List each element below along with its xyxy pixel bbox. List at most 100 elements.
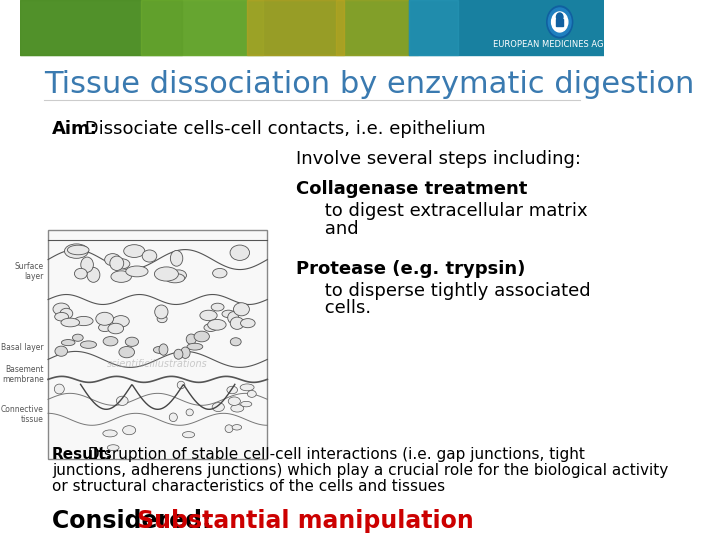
Ellipse shape: [171, 270, 186, 281]
Ellipse shape: [225, 425, 233, 433]
Ellipse shape: [212, 268, 227, 278]
Ellipse shape: [233, 303, 249, 316]
Ellipse shape: [165, 273, 185, 283]
Ellipse shape: [240, 401, 252, 407]
Text: EUROPEAN MEDICINES AGENCY: EUROPEAN MEDICINES AGENCY: [493, 40, 626, 49]
Circle shape: [557, 13, 563, 21]
Ellipse shape: [227, 386, 238, 394]
Ellipse shape: [111, 271, 132, 282]
Text: Basal layer: Basal layer: [1, 343, 44, 352]
Ellipse shape: [103, 336, 118, 346]
Ellipse shape: [174, 349, 183, 359]
Ellipse shape: [74, 268, 87, 279]
Text: Result:: Result:: [52, 447, 113, 462]
Ellipse shape: [187, 343, 203, 350]
Bar: [19, 55, 604, 539]
Text: junctions, adherens junctions) which play a crucial role for the biological acti: junctions, adherens junctions) which pla…: [52, 463, 668, 478]
Text: Involve several steps including:: Involve several steps including:: [296, 150, 581, 168]
Ellipse shape: [186, 334, 197, 345]
Ellipse shape: [248, 390, 256, 397]
Ellipse shape: [177, 381, 185, 389]
Ellipse shape: [194, 331, 210, 342]
Circle shape: [552, 12, 568, 32]
Ellipse shape: [207, 320, 226, 330]
Ellipse shape: [153, 346, 167, 353]
Ellipse shape: [230, 338, 241, 346]
Ellipse shape: [53, 303, 70, 315]
Bar: [336, 0, 418, 55]
Ellipse shape: [103, 430, 117, 437]
Ellipse shape: [211, 303, 224, 311]
Bar: [19, 0, 410, 55]
Ellipse shape: [181, 347, 190, 359]
Text: Substantial manipulation: Substantial manipulation: [138, 509, 474, 533]
Ellipse shape: [87, 267, 100, 282]
Ellipse shape: [230, 245, 250, 260]
Ellipse shape: [61, 340, 75, 346]
Ellipse shape: [231, 404, 244, 412]
Text: Disruption of stable cell-cell interactions (i.e. gap junctions, tight: Disruption of stable cell-cell interacti…: [83, 447, 585, 462]
Text: Basement
membrane: Basement membrane: [2, 364, 44, 384]
Ellipse shape: [157, 315, 167, 323]
Ellipse shape: [182, 431, 194, 438]
Text: and: and: [296, 220, 359, 238]
Text: Surface
layer: Surface layer: [15, 262, 44, 281]
Ellipse shape: [204, 323, 217, 332]
Ellipse shape: [125, 337, 138, 346]
Ellipse shape: [240, 319, 255, 328]
Text: Protease (e.g. trypsin): Protease (e.g. trypsin): [296, 260, 525, 278]
Ellipse shape: [61, 318, 80, 327]
Ellipse shape: [171, 251, 183, 266]
Ellipse shape: [142, 250, 157, 262]
Text: or structural characteristics of the cells and tissues: or structural characteristics of the cel…: [52, 479, 445, 494]
Ellipse shape: [228, 312, 238, 323]
Ellipse shape: [108, 323, 124, 334]
Ellipse shape: [228, 397, 240, 406]
FancyBboxPatch shape: [48, 230, 267, 459]
Text: Connective
tissue: Connective tissue: [1, 404, 44, 424]
Ellipse shape: [122, 426, 135, 435]
Circle shape: [546, 6, 572, 38]
Ellipse shape: [186, 409, 194, 416]
Ellipse shape: [54, 384, 64, 394]
Ellipse shape: [169, 413, 177, 422]
Ellipse shape: [112, 315, 130, 327]
Ellipse shape: [200, 310, 217, 321]
Ellipse shape: [81, 257, 94, 272]
Ellipse shape: [126, 266, 148, 277]
Ellipse shape: [55, 346, 68, 356]
Ellipse shape: [99, 323, 111, 332]
Ellipse shape: [74, 316, 93, 326]
Ellipse shape: [230, 317, 244, 329]
Ellipse shape: [119, 347, 135, 358]
Ellipse shape: [117, 396, 128, 406]
Text: Aim:: Aim:: [52, 120, 98, 138]
Ellipse shape: [154, 267, 179, 281]
Ellipse shape: [73, 334, 84, 341]
Ellipse shape: [240, 384, 254, 391]
Ellipse shape: [110, 256, 124, 271]
Bar: [19, 0, 182, 55]
Ellipse shape: [65, 244, 89, 258]
Ellipse shape: [124, 245, 145, 258]
Text: scientificillustrations: scientificillustrations: [107, 360, 208, 369]
Text: to digest extracellular matrix: to digest extracellular matrix: [296, 201, 588, 220]
Text: Dissociate cells-cell contacts, i.e. epithelium: Dissociate cells-cell contacts, i.e. epi…: [79, 120, 485, 138]
Ellipse shape: [55, 313, 68, 321]
Ellipse shape: [212, 403, 225, 411]
Ellipse shape: [104, 254, 121, 266]
Ellipse shape: [232, 424, 242, 430]
Text: Considered:: Considered:: [52, 509, 220, 533]
Text: to disperse tightly associated: to disperse tightly associated: [296, 281, 590, 300]
Text: Tissue dissociation by enzymatic digestion: Tissue dissociation by enzymatic digesti…: [44, 70, 694, 99]
Ellipse shape: [60, 308, 73, 319]
Ellipse shape: [222, 310, 235, 318]
Ellipse shape: [68, 245, 89, 255]
Text: cells.: cells.: [296, 300, 371, 318]
Ellipse shape: [112, 259, 130, 269]
Text: Collagenase treatment: Collagenase treatment: [296, 180, 527, 198]
Bar: [557, 19, 563, 26]
Ellipse shape: [159, 344, 168, 355]
Ellipse shape: [96, 312, 114, 325]
Ellipse shape: [155, 305, 168, 319]
